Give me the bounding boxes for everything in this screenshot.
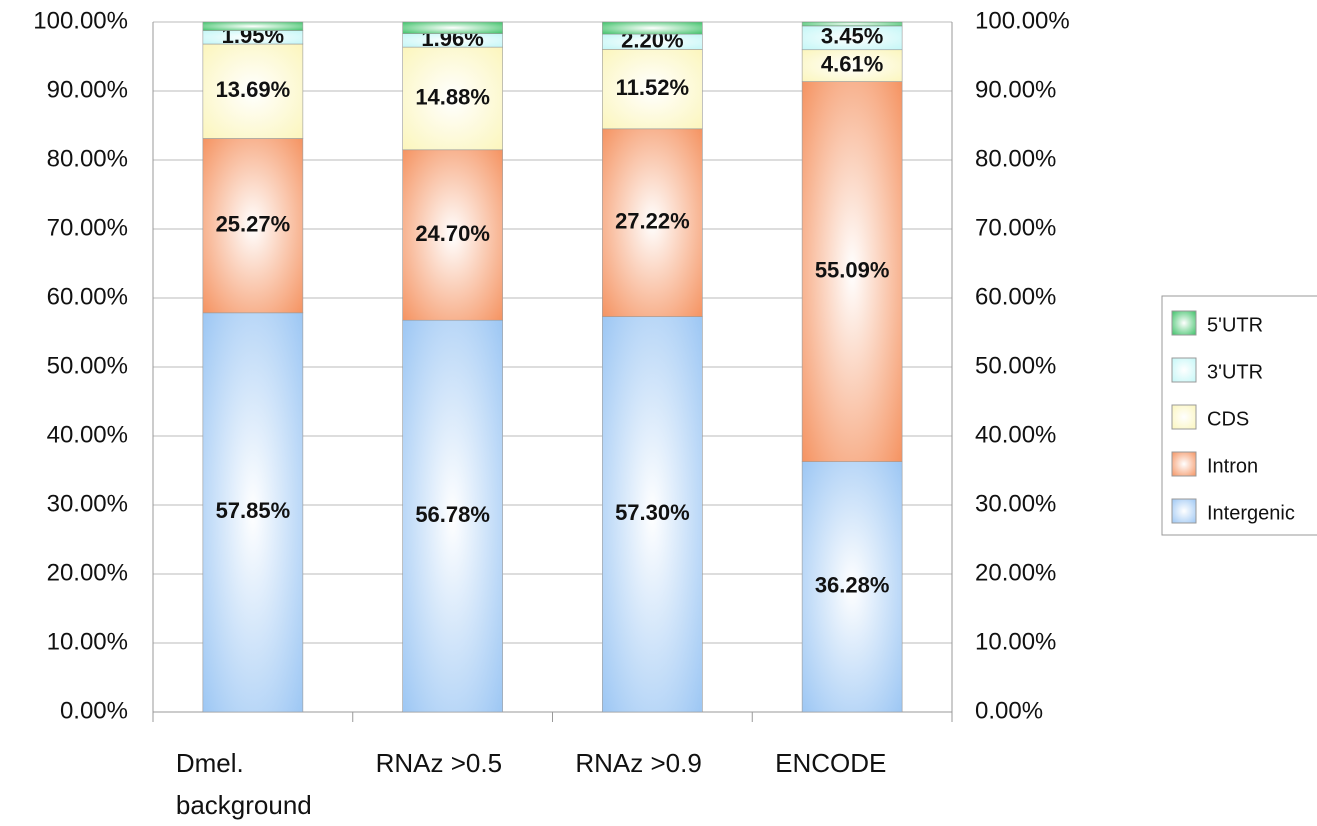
bar-segment xyxy=(602,128,703,317)
data-label: 36.28% xyxy=(815,573,890,598)
data-label: 57.30% xyxy=(615,500,690,525)
bar-segment xyxy=(602,316,703,713)
data-label: 24.70% xyxy=(415,221,490,246)
data-label: 4.61% xyxy=(821,51,883,76)
y2-tick-label: 100.00% xyxy=(975,7,1070,34)
bar-segment xyxy=(801,21,903,27)
bar-segment xyxy=(801,49,903,82)
legend-label: Intron xyxy=(1207,455,1258,477)
y-tick-label: 100.00% xyxy=(33,7,128,34)
y2-tick-label: 60.00% xyxy=(975,283,1056,310)
data-label: 14.88% xyxy=(415,84,490,109)
data-label: 13.69% xyxy=(216,77,291,102)
legend-swatch xyxy=(1171,357,1197,383)
data-label: 57.85% xyxy=(216,498,291,523)
y-tick-label: 40.00% xyxy=(47,421,128,448)
legend-label: Intergenic xyxy=(1207,502,1295,524)
y-tick-label: 90.00% xyxy=(47,76,128,103)
bar-segment xyxy=(602,49,703,130)
bar-segment xyxy=(801,81,903,462)
y2-tick-label: 90.00% xyxy=(975,76,1056,103)
x-tick-label: ENCODE xyxy=(775,748,887,778)
y2-tick-label: 80.00% xyxy=(975,145,1056,172)
data-label: 55.09% xyxy=(815,257,890,282)
legend-swatch xyxy=(1171,451,1197,477)
y2-tick-label: 70.00% xyxy=(975,214,1056,241)
y2-tick-label: 50.00% xyxy=(975,352,1056,379)
legend-swatch xyxy=(1171,404,1197,430)
y-tick-label: 20.00% xyxy=(47,559,128,586)
legend-swatch xyxy=(1171,498,1197,524)
y-tick-label: 80.00% xyxy=(47,145,128,172)
x-tick-label: Dmel. background xyxy=(175,748,312,820)
y2-tick-label: 0.00% xyxy=(975,697,1043,724)
bar-segment xyxy=(402,319,503,713)
data-label: 3.45% xyxy=(821,24,883,49)
bar-segment xyxy=(202,21,304,31)
x-tick-label: RNAz >0.5 xyxy=(375,748,503,778)
bar-segment xyxy=(202,138,304,314)
y-tick-label: 30.00% xyxy=(47,490,128,517)
legend-swatch xyxy=(1171,310,1197,336)
bar-segment xyxy=(801,461,903,713)
y-tick-label: 70.00% xyxy=(47,214,128,241)
y-tick-label: 10.00% xyxy=(47,628,128,655)
data-label: 11.52% xyxy=(616,75,689,100)
bar-segment xyxy=(202,43,304,139)
legend-label: CDS xyxy=(1207,408,1249,430)
legend-label: 3'UTR xyxy=(1207,361,1263,383)
data-label: 27.22% xyxy=(615,209,690,234)
bar-segment xyxy=(402,149,503,321)
y-tick-label: 50.00% xyxy=(47,352,128,379)
legend-label: 5'UTR xyxy=(1207,314,1263,336)
y-tick-label: 0.00% xyxy=(60,697,128,724)
y2-tick-label: 30.00% xyxy=(975,490,1056,517)
y2-tick-label: 40.00% xyxy=(975,421,1056,448)
data-label: 25.27% xyxy=(216,211,291,236)
y2-tick-label: 20.00% xyxy=(975,559,1056,586)
data-label: 56.78% xyxy=(415,502,490,527)
bar-segment xyxy=(602,21,703,35)
y2-tick-label: 10.00% xyxy=(975,628,1056,655)
bar-segment xyxy=(402,21,503,34)
x-tick-label: RNAz >0.9 xyxy=(575,748,702,778)
y-tick-label: 60.00% xyxy=(47,283,128,310)
